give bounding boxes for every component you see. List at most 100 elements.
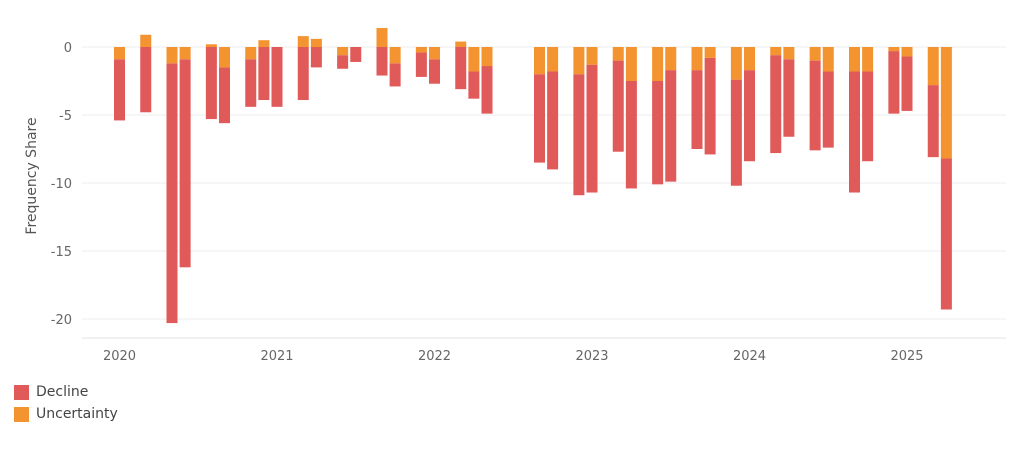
bar-decline[interactable] (114, 59, 125, 121)
bar-decline[interactable] (376, 47, 388, 76)
bar-uncertainty[interactable] (114, 47, 125, 60)
bar-uncertainty[interactable] (534, 47, 545, 75)
bar-decline[interactable] (573, 74, 585, 196)
x-tick-label: 2023 (575, 349, 608, 364)
bar-uncertainty[interactable] (337, 47, 349, 56)
bar-decline[interactable] (849, 71, 860, 193)
bar-uncertainty[interactable] (140, 34, 152, 47)
bar-uncertainty[interactable] (704, 47, 716, 58)
bar-decline[interactable] (271, 47, 283, 107)
bar-decline[interactable] (940, 158, 952, 310)
bar-decline[interactable] (429, 59, 440, 84)
bar-uncertainty[interactable] (927, 47, 939, 86)
bar-uncertainty[interactable] (389, 47, 401, 64)
bar-decline[interactable] (704, 57, 716, 155)
bar-decline[interactable] (179, 59, 191, 268)
bar-decline[interactable] (612, 60, 624, 152)
bar-uncertainty[interactable] (455, 41, 467, 47)
bar-decline[interactable] (927, 85, 939, 158)
bar-uncertainty[interactable] (429, 47, 440, 60)
bar-decline[interactable] (744, 70, 755, 162)
y-tick-label: -20 (51, 313, 72, 328)
bar-uncertainty[interactable] (468, 47, 480, 72)
bar-decline[interactable] (586, 64, 598, 193)
bar-uncertainty[interactable] (415, 47, 427, 53)
bar-uncertainty[interactable] (179, 47, 191, 60)
bar-uncertainty[interactable] (481, 47, 493, 67)
bar-uncertainty[interactable] (849, 47, 860, 72)
bar-uncertainty[interactable] (245, 47, 257, 60)
bar-decline[interactable] (166, 63, 178, 324)
bar-uncertainty[interactable] (888, 47, 900, 52)
bar-decline[interactable] (625, 81, 637, 189)
bar-uncertainty[interactable] (940, 47, 952, 159)
bar-uncertainty[interactable] (652, 47, 664, 81)
x-tick-label: 2022 (418, 349, 451, 364)
bar-decline[interactable] (337, 55, 349, 69)
bar-decline[interactable] (140, 47, 152, 113)
bar-decline[interactable] (901, 56, 913, 111)
bar-decline[interactable] (665, 70, 677, 182)
y-tick-label: -5 (59, 109, 72, 124)
bar-uncertainty[interactable] (205, 44, 217, 47)
bar-uncertainty[interactable] (297, 36, 309, 47)
bar-uncertainty[interactable] (166, 47, 178, 64)
bar-decline[interactable] (245, 59, 257, 107)
bar-uncertainty[interactable] (310, 38, 322, 47)
legend-item-decline[interactable]: Decline (14, 381, 118, 403)
bar-decline[interactable] (822, 71, 834, 148)
bar-uncertainty[interactable] (665, 47, 677, 71)
bar-decline[interactable] (783, 59, 795, 137)
bar-decline[interactable] (415, 52, 427, 77)
bar-decline[interactable] (770, 55, 782, 154)
bar-uncertainty[interactable] (770, 47, 782, 56)
bar-decline[interactable] (809, 60, 821, 151)
bar-decline[interactable] (691, 70, 703, 149)
x-tick-label: 2021 (260, 349, 293, 364)
legend-label-decline: Decline (36, 384, 89, 400)
bar-uncertainty[interactable] (376, 27, 388, 47)
y-axis-label: Frequency Share (24, 117, 40, 234)
bar-uncertainty[interactable] (744, 47, 755, 71)
bar-decline[interactable] (862, 71, 874, 162)
bar-uncertainty[interactable] (691, 47, 703, 71)
bar-decline[interactable] (730, 79, 742, 186)
x-tick-label: 2020 (103, 349, 136, 364)
y-tick-label: -15 (51, 245, 72, 260)
bar-decline[interactable] (547, 71, 559, 170)
bar-decline[interactable] (205, 47, 217, 120)
x-axis-ticks: 2020 2021 2022 2023 2024 2025 (103, 349, 924, 364)
bar-decline[interactable] (389, 63, 401, 87)
x-tick-label: 2024 (733, 349, 766, 364)
bar-uncertainty[interactable] (862, 47, 874, 72)
bar-uncertainty[interactable] (258, 40, 270, 47)
bar-decline[interactable] (219, 67, 230, 124)
bar-decline[interactable] (481, 66, 493, 114)
bar-uncertainty[interactable] (547, 47, 559, 72)
bars (114, 27, 952, 324)
bar-uncertainty[interactable] (586, 47, 598, 65)
legend-swatch-decline (14, 384, 29, 400)
y-axis-ticks: 0 -5 -10 -15 -20 (51, 41, 72, 328)
bar-uncertainty[interactable] (612, 47, 624, 61)
legend-item-uncertainty[interactable]: Uncertainty (14, 403, 118, 425)
bar-uncertainty[interactable] (219, 47, 230, 68)
bar-decline[interactable] (258, 47, 270, 101)
bar-decline[interactable] (350, 47, 362, 62)
bar-decline[interactable] (888, 51, 900, 114)
bar-decline[interactable] (468, 71, 480, 99)
bar-uncertainty[interactable] (730, 47, 742, 80)
bar-decline[interactable] (297, 47, 309, 101)
bar-uncertainty[interactable] (901, 47, 913, 57)
bar-uncertainty[interactable] (625, 47, 637, 81)
bar-uncertainty[interactable] (783, 47, 795, 60)
bar-decline[interactable] (455, 47, 467, 90)
bar-uncertainty[interactable] (809, 47, 821, 61)
bar-decline[interactable] (310, 47, 322, 68)
bar-decline[interactable] (652, 81, 664, 185)
bar-uncertainty[interactable] (822, 47, 834, 72)
legend-swatch-uncertainty (14, 406, 29, 422)
bar-uncertainty[interactable] (573, 47, 585, 75)
bar-decline[interactable] (534, 74, 545, 163)
